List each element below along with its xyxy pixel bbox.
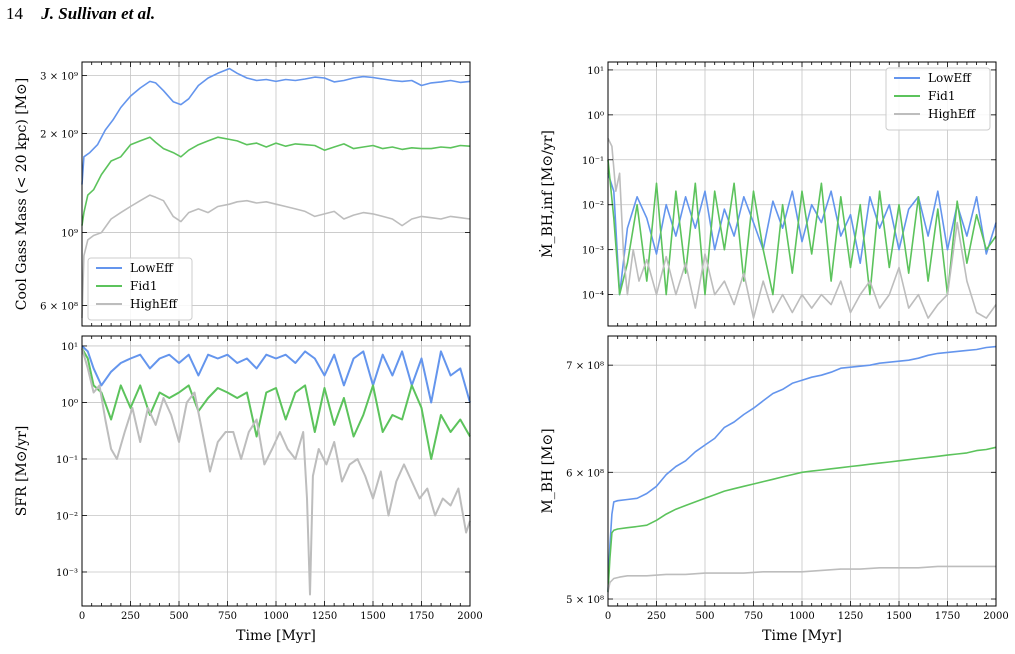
y-tick-label: 10⁹ bbox=[61, 229, 78, 240]
x-tick-label: 250 bbox=[647, 611, 666, 622]
x-axis-label: Time [Myr] bbox=[236, 628, 316, 644]
x-tick-label: 1500 bbox=[886, 611, 911, 622]
y-tick-label: 10⁻¹ bbox=[582, 156, 604, 167]
x-tick-label: 750 bbox=[744, 611, 763, 622]
y-tick-label: 10¹ bbox=[61, 342, 78, 353]
legend: LowEff Fid1 HighEff bbox=[87, 257, 193, 321]
y-tick-label: 10⁻⁴ bbox=[582, 291, 604, 302]
y-tick-label: 6 × 10⁸ bbox=[566, 468, 604, 479]
x-tick-label: 1250 bbox=[312, 611, 337, 622]
y-tick-label: 10⁰ bbox=[587, 111, 604, 122]
y-tick-label: 10⁻² bbox=[56, 511, 78, 522]
series-line-loweff bbox=[81, 345, 471, 404]
series-line-loweff bbox=[81, 67, 471, 185]
y-tick-label: 10⁰ bbox=[61, 398, 78, 409]
y-axis-label: Ṁ_BH,inf [M⊙/yr] bbox=[538, 130, 556, 258]
legend-label: LowEff bbox=[928, 71, 972, 85]
y-tick-label: 3 × 10⁹ bbox=[40, 72, 78, 83]
series-line-higheff bbox=[607, 565, 996, 593]
series-line-fid1 bbox=[607, 446, 997, 593]
legend-label: LowEff bbox=[130, 261, 174, 275]
legend-label: HighEff bbox=[130, 297, 178, 311]
x-tick-label: 1000 bbox=[789, 611, 814, 622]
x-tick-label: 1500 bbox=[360, 611, 385, 622]
y-axis-label: SFR [M⊙/yr] bbox=[14, 426, 30, 517]
series-line-fid1 bbox=[81, 136, 471, 226]
x-tick-label: 0 bbox=[79, 611, 85, 622]
x-tick-label: 2000 bbox=[983, 611, 1008, 622]
x-axis-label: Time [Myr] bbox=[762, 628, 842, 644]
series-line-loweff bbox=[607, 173, 997, 296]
legend: LowEff Fid1 HighEff bbox=[885, 67, 991, 131]
panel-sfr: 0 250 500 750 1000 1250 1500 1750 2000 10⁻³ 10⁻² 10… bbox=[14, 335, 483, 644]
x-tick-label: 1750 bbox=[409, 611, 434, 622]
series-line-fid1 bbox=[607, 159, 997, 296]
panel-cool_gas: 6 × 10⁸ 10⁹ 2 × 10⁹ 3 × 10⁹ Cool Gass Mass (… bbox=[14, 61, 471, 327]
legend-label: HighEff bbox=[928, 107, 976, 121]
series-line-fid1 bbox=[81, 347, 471, 460]
y-tick-label: 10⁻³ bbox=[582, 246, 604, 257]
y-tick-label: 10⁻² bbox=[582, 201, 604, 212]
y-tick-label: 10⁻³ bbox=[56, 568, 78, 579]
page-header: 14 J. Sullivan et al. bbox=[6, 4, 155, 24]
series-line-loweff bbox=[607, 345, 997, 593]
series-line-higheff bbox=[81, 348, 471, 596]
x-tick-label: 1000 bbox=[263, 611, 288, 622]
legend-label: Fid1 bbox=[928, 89, 955, 103]
series-line-higheff bbox=[607, 137, 997, 319]
panel-bh_mass: 0 250 500 750 1000 1250 1500 1750 2000 5 × 10⁸ 6 ×… bbox=[540, 335, 1009, 644]
page-number: 14 bbox=[6, 4, 23, 23]
y-axis-label: M_BH [M⊙] bbox=[540, 428, 556, 513]
x-tick-label: 250 bbox=[121, 611, 140, 622]
y-tick-label: 2 × 10⁹ bbox=[40, 130, 78, 141]
y-tick-label: 5 × 10⁸ bbox=[566, 595, 604, 606]
y-tick-label: 10⁻¹ bbox=[56, 455, 78, 466]
series-line-higheff bbox=[81, 194, 471, 319]
author-line: J. Sullivan et al. bbox=[41, 4, 156, 23]
x-tick-label: 750 bbox=[218, 611, 237, 622]
x-tick-label: 1250 bbox=[838, 611, 863, 622]
y-tick-label: 6 × 10⁸ bbox=[40, 302, 78, 313]
x-tick-label: 500 bbox=[169, 611, 188, 622]
y-axis-label: Cool Gass Mass (< 20 kpc) [M⊙] bbox=[14, 78, 30, 310]
x-tick-label: 0 bbox=[605, 611, 611, 622]
panel-bh_inflow: 10⁻⁴ 10⁻³ 10⁻² 10⁻¹ 10⁰ 10¹ Ṁ_BH,inf [M⊙/yr] Lo… bbox=[538, 61, 997, 327]
x-tick-label: 500 bbox=[695, 611, 714, 622]
y-tick-label: 7 × 10⁸ bbox=[566, 361, 604, 372]
y-tick-label: 10¹ bbox=[587, 66, 604, 77]
x-tick-label: 2000 bbox=[457, 611, 482, 622]
x-tick-label: 1750 bbox=[935, 611, 960, 622]
legend-label: Fid1 bbox=[130, 279, 157, 293]
